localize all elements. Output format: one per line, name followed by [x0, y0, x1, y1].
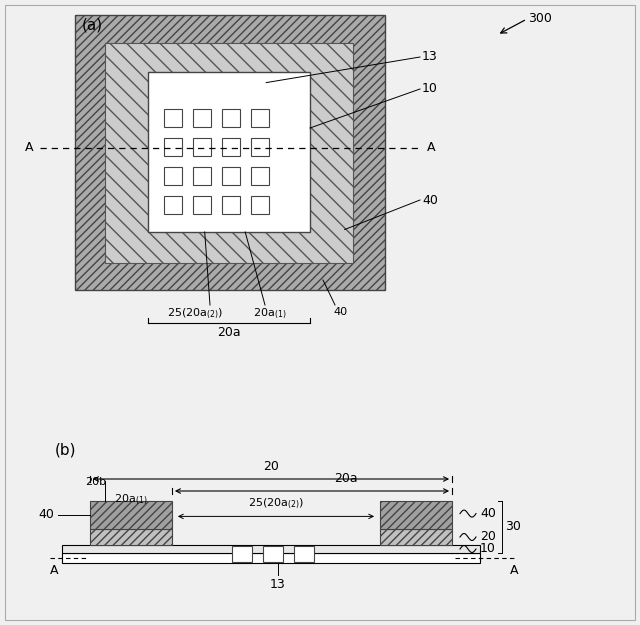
Text: 40: 40: [422, 194, 438, 206]
Text: 20a: 20a: [217, 326, 241, 339]
Bar: [263, 546, 283, 562]
Bar: [251, 109, 269, 127]
Text: 40: 40: [333, 307, 347, 317]
Text: A: A: [24, 141, 33, 154]
Text: 25(20a$_{(2)}$): 25(20a$_{(2)}$): [167, 307, 223, 321]
Bar: [148, 72, 310, 232]
Bar: [222, 138, 240, 156]
Text: A: A: [50, 564, 58, 576]
Bar: [62, 545, 480, 553]
Bar: [193, 167, 211, 185]
Bar: [222, 109, 240, 127]
Bar: [232, 546, 252, 562]
Text: 30: 30: [505, 521, 521, 534]
Bar: [75, 15, 385, 290]
Bar: [90, 501, 172, 529]
Text: A: A: [427, 141, 435, 154]
Bar: [380, 529, 452, 545]
Text: 13: 13: [422, 51, 438, 64]
Text: 40: 40: [38, 509, 54, 521]
Bar: [193, 109, 211, 127]
Bar: [222, 196, 240, 214]
Text: 10: 10: [480, 542, 496, 556]
Text: 13: 13: [270, 578, 286, 591]
Bar: [105, 43, 353, 263]
Bar: [62, 553, 480, 563]
Text: 20a$_{(1)}$: 20a$_{(1)}$: [253, 307, 287, 321]
Bar: [193, 138, 211, 156]
Text: (a): (a): [82, 18, 103, 32]
Text: (b): (b): [55, 442, 77, 458]
Text: 20: 20: [480, 531, 496, 544]
Text: 25(20a$_{(2)}$): 25(20a$_{(2)}$): [248, 497, 304, 511]
Bar: [193, 196, 211, 214]
Text: 20a: 20a: [334, 472, 357, 485]
Bar: [90, 529, 172, 545]
Text: 20a$_{(1)}$: 20a$_{(1)}$: [115, 493, 148, 508]
Text: 300: 300: [528, 11, 552, 24]
Bar: [294, 546, 314, 562]
Text: A: A: [510, 564, 518, 576]
Bar: [251, 138, 269, 156]
Bar: [164, 167, 182, 185]
Bar: [251, 196, 269, 214]
Text: 40: 40: [480, 507, 496, 520]
Text: 20b: 20b: [85, 477, 106, 487]
Bar: [380, 501, 452, 529]
Bar: [164, 196, 182, 214]
Bar: [164, 138, 182, 156]
Bar: [164, 109, 182, 127]
Bar: [251, 167, 269, 185]
Text: 10: 10: [422, 82, 438, 96]
Text: 20: 20: [263, 460, 279, 473]
Bar: [222, 167, 240, 185]
